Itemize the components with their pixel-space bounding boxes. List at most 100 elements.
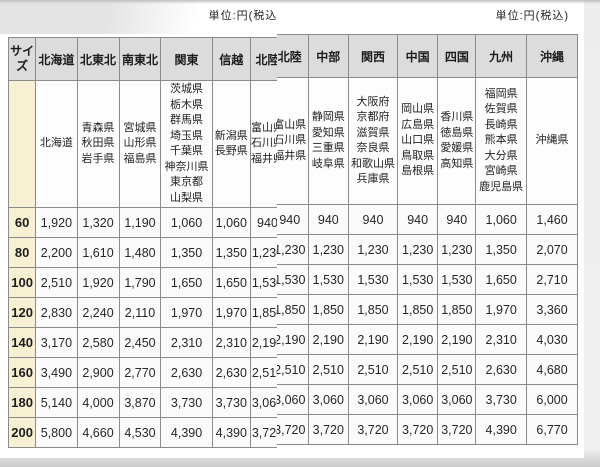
price-cell-shikoku-180: 3,060 xyxy=(437,384,477,415)
prefecture-label: 福井県 xyxy=(250,152,284,165)
table-row-size-120: 1,850 1,850 1,850 1,850 1,850 1,970 3,360 xyxy=(277,294,578,325)
region-header-shikoku: 四国 xyxy=(437,34,477,78)
region-header-chugoku: 中国 xyxy=(396,34,439,78)
price-cell-minamitohoku-140: 2,450 xyxy=(118,327,162,358)
price-cell-chugoku-200: 3,720 xyxy=(396,414,439,445)
price-cell-chugoku-100: 1,530 xyxy=(396,264,439,295)
price-cell-hokkaido-60: 1,920 xyxy=(35,207,78,238)
price-cell-chugoku-60: 940 xyxy=(396,204,439,235)
unit-label-right: 単位:円(税込) xyxy=(495,10,569,22)
prefectures-kyushu: 福岡県 佐賀県 長崎県 熊本県 大分県 宮崎県 鹿児島県 xyxy=(475,77,528,205)
prefecture-label: 青森県 xyxy=(81,121,115,134)
region-header-shinetsu: 信越 xyxy=(211,37,251,81)
region-header-okinawa: 沖縄 xyxy=(526,34,578,78)
prefecture-label: 群馬県 xyxy=(170,114,204,126)
table-row-size-160: 160 3,490 2,900 2,770 2,630 2,630 2,510 xyxy=(7,357,285,388)
size-cell-200: 200 xyxy=(7,417,37,448)
prefecture-label: 鳥取県 xyxy=(401,149,435,162)
price-cell-kitatohoku-140: 2,580 xyxy=(76,327,120,358)
price-cell-kansai-100: 1,530 xyxy=(348,264,398,295)
prefectures-kanto: 茨城県 栃木県 群馬県 埼玉県 千葉県 神奈川県 東京都 山梨県 xyxy=(160,80,213,208)
price-cell-hokuriku-180: 3,060 xyxy=(277,384,309,415)
price-cell-kanto-180: 3,730 xyxy=(160,387,213,418)
price-cell-chugoku-140: 2,190 xyxy=(396,324,439,355)
price-cell-shinetsu-160: 2,630 xyxy=(211,357,251,388)
price-cell-chubu-120: 1,850 xyxy=(307,294,350,325)
price-cell-shinetsu-120: 1,970 xyxy=(211,297,251,328)
prefecture-label: 奈良県 xyxy=(356,142,390,154)
price-cell-kansai-60: 940 xyxy=(348,204,398,235)
price-cell-kanto-200: 4,390 xyxy=(160,417,213,448)
prefecture-label: 長崎県 xyxy=(484,118,518,131)
prefecture-label: 大分県 xyxy=(484,149,518,162)
prefecture-label: 福井県 xyxy=(277,149,307,162)
price-cell-okinawa-60: 1,460 xyxy=(526,204,578,235)
prefecture-label: 茨城県 xyxy=(170,83,204,95)
price-cell-kitatohoku-60: 1,320 xyxy=(76,207,120,238)
price-cell-kanto-60: 1,060 xyxy=(160,207,213,238)
price-cell-okinawa-200: 6,770 xyxy=(526,414,578,445)
price-cell-hokuriku-160: 2,510 xyxy=(277,354,309,385)
prefecture-label: 埼玉県 xyxy=(170,129,204,142)
price-cell-chugoku-160: 2,510 xyxy=(396,354,439,385)
region-header-minamitohoku: 南東北 xyxy=(118,37,162,81)
prefecture-label: 福岡県 xyxy=(484,87,518,100)
size-cell-180: 180 xyxy=(7,387,37,418)
price-cell-minamitohoku-200: 4,530 xyxy=(118,417,162,448)
price-cell-kyushu-140: 2,310 xyxy=(475,324,528,355)
table-row-size-60: 60 1,920 1,320 1,190 1,060 1,060 940 xyxy=(7,207,285,238)
region-header-chubu: 中部 xyxy=(307,34,350,78)
prefecture-label: 岩手県 xyxy=(81,152,115,165)
prefecture-label: 熊本県 xyxy=(484,134,518,147)
price-cell-shinetsu-180: 3,730 xyxy=(211,387,251,418)
prefectures-minamitohoku: 宮城県 山形県 福島県 xyxy=(118,80,162,208)
price-cell-kyushu-120: 1,970 xyxy=(475,294,528,325)
prefectures-chubu: 静岡県 愛知県 三重県 岐阜県 xyxy=(307,77,350,205)
region-header-kanto: 関東 xyxy=(160,37,213,81)
region-header-kyushu: 九州 xyxy=(475,34,528,78)
price-cell-hokuriku-80: 1,230 xyxy=(277,234,309,265)
price-cell-hokkaido-180: 5,140 xyxy=(35,387,78,418)
prefecture-label: 山梨県 xyxy=(170,191,204,204)
price-cell-shinetsu-200: 4,390 xyxy=(211,417,251,448)
price-cell-minamitohoku-60: 1,190 xyxy=(118,207,162,238)
price-cell-okinawa-80: 2,070 xyxy=(526,234,578,265)
price-cell-shinetsu-80: 1,350 xyxy=(211,237,251,268)
price-cell-shikoku-200: 3,720 xyxy=(437,414,477,445)
prefecture-label: 栃木県 xyxy=(170,98,204,111)
price-cell-minamitohoku-100: 1,790 xyxy=(118,267,162,298)
size-cell-100: 100 xyxy=(7,267,37,298)
price-cell-hokkaido-200: 5,800 xyxy=(35,417,78,448)
prefecture-label: 大阪府 xyxy=(356,95,390,108)
prefecture-label: 神奈川県 xyxy=(164,160,209,173)
size-cell-140: 140 xyxy=(7,327,37,358)
prefecture-label: 富山県 xyxy=(277,118,307,131)
price-cell-kyushu-200: 4,390 xyxy=(475,414,528,445)
prefecture-label: 東京都 xyxy=(170,176,204,188)
prefectures-okinawa: 沖縄県 xyxy=(526,77,578,205)
prefectures-shinetsu: 新潟県 長野県 xyxy=(211,80,251,208)
table-row-size-160: 2,510 2,510 2,510 2,510 2,510 2,630 4,680 xyxy=(277,354,578,385)
table-row-size-100: 1,530 1,530 1,530 1,530 1,530 1,650 2,710 xyxy=(277,264,578,295)
prefecture-label: 香川県 xyxy=(440,111,474,123)
prefecture-label: 福島県 xyxy=(123,152,157,165)
prefectures-kansai: 大阪府 京都府 滋賀県 奈良県 和歌山県 兵庫県 xyxy=(348,77,398,205)
prefectures-chugoku: 岡山県 広島県 山口県 鳥取県 島根県 xyxy=(396,77,439,205)
table-row-size-60: 940 940 940 940 940 1,060 1,460 xyxy=(277,204,578,235)
prefecture-label: 滋賀県 xyxy=(356,126,390,139)
region-header-hokuriku: 北陸 xyxy=(277,34,309,78)
table-row-size-120: 120 2,830 2,240 2,110 1,970 1,970 1,850 xyxy=(7,297,285,328)
price-cell-shikoku-120: 1,850 xyxy=(437,294,477,325)
price-cell-okinawa-180: 6,000 xyxy=(526,384,578,415)
unit-label-left: 単位:円(税込) xyxy=(208,10,282,22)
table-row-size-140: 140 3,170 2,580 2,450 2,310 2,310 2,190 xyxy=(7,327,285,358)
prefecture-label: 北海道 xyxy=(39,137,73,150)
table-row-size-140: 2,190 2,190 2,190 2,190 2,190 2,310 4,030 xyxy=(277,324,578,355)
region-header-kitatohoku: 北東北 xyxy=(76,37,120,81)
price-cell-minamitohoku-180: 3,870 xyxy=(118,387,162,418)
price-cell-hokuriku-120: 1,850 xyxy=(277,294,309,325)
prefecture-label: 秋田県 xyxy=(81,137,115,150)
prefecture-label: 静岡県 xyxy=(311,111,345,123)
price-cell-kanto-160: 2,630 xyxy=(160,357,213,388)
